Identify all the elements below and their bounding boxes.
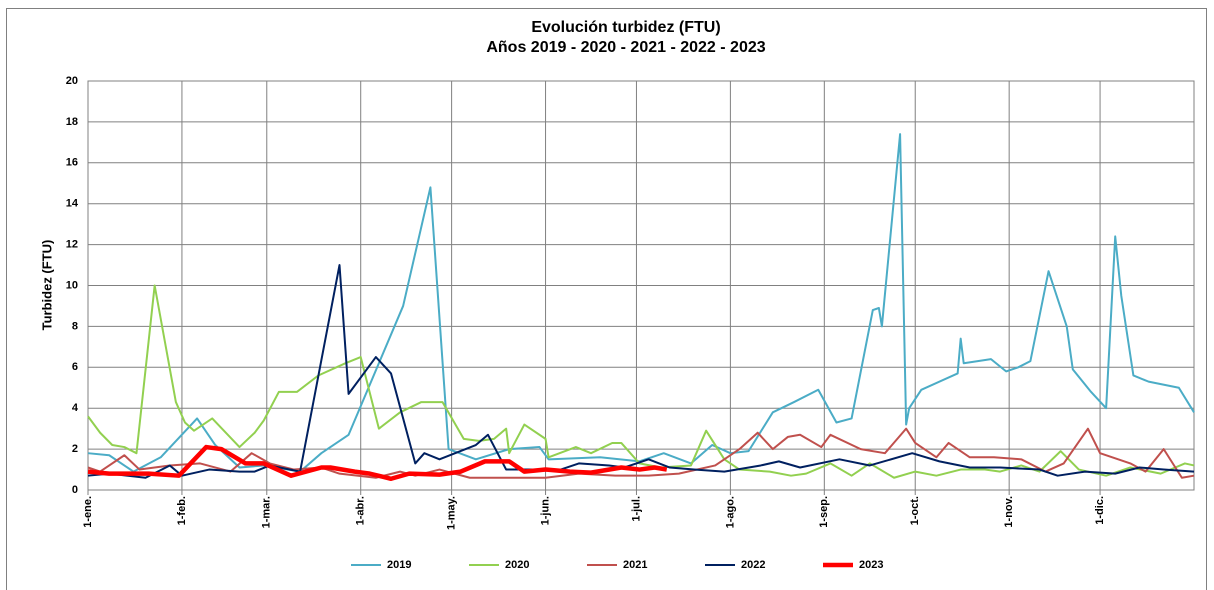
x-tick-label: 1-nov. xyxy=(1003,496,1015,528)
y-tick-label: 14 xyxy=(66,198,79,210)
y-tick-label: 8 xyxy=(72,320,78,332)
series-line xyxy=(87,444,668,482)
y-tick-label: 16 xyxy=(66,157,78,169)
y-tick-label: 0 xyxy=(72,484,78,496)
y-tick-label: 12 xyxy=(66,239,78,251)
x-tick-label: 1-jul. xyxy=(630,496,642,522)
x-tick-label: 1-dic. xyxy=(1094,496,1106,525)
y-tick-label: 6 xyxy=(72,361,78,373)
chart-title: Años 2019 - 2020 - 2021 - 2022 - 2023 xyxy=(486,39,765,56)
series-line xyxy=(87,264,1195,479)
y-tick-label: 2 xyxy=(72,443,78,455)
x-tick-label: 1-sep. xyxy=(818,496,830,528)
legend-label: 2021 xyxy=(623,559,647,571)
series-line xyxy=(87,133,1195,473)
legend-label: 2019 xyxy=(387,559,411,571)
x-tick-label: 1-ene. xyxy=(82,496,94,528)
series-line xyxy=(87,284,1195,479)
x-tick-label: 1-ago. xyxy=(724,496,736,528)
x-tick-label: 1-feb. xyxy=(176,496,188,525)
y-tick-label: 20 xyxy=(66,75,78,87)
legend-label: 2022 xyxy=(741,559,765,571)
legend-label: 2023 xyxy=(859,559,883,571)
chart-border xyxy=(6,8,1207,590)
y-tick-label: 18 xyxy=(66,116,78,128)
x-tick-label: 1-oct. xyxy=(909,496,921,525)
y-tick-label: 4 xyxy=(72,402,79,414)
y-axis-label: Turbidez (FTU) xyxy=(39,240,54,331)
x-tick-label: 1-mar. xyxy=(261,496,273,528)
x-tick-label: 1-may. xyxy=(446,496,458,530)
chart-title: Evolución turbidez (FTU) xyxy=(531,19,720,36)
y-tick-label: 10 xyxy=(66,279,78,291)
x-tick-label: 1-abr. xyxy=(355,496,367,525)
x-tick-label: 1-jun. xyxy=(539,496,551,525)
legend-label: 2020 xyxy=(505,559,529,571)
